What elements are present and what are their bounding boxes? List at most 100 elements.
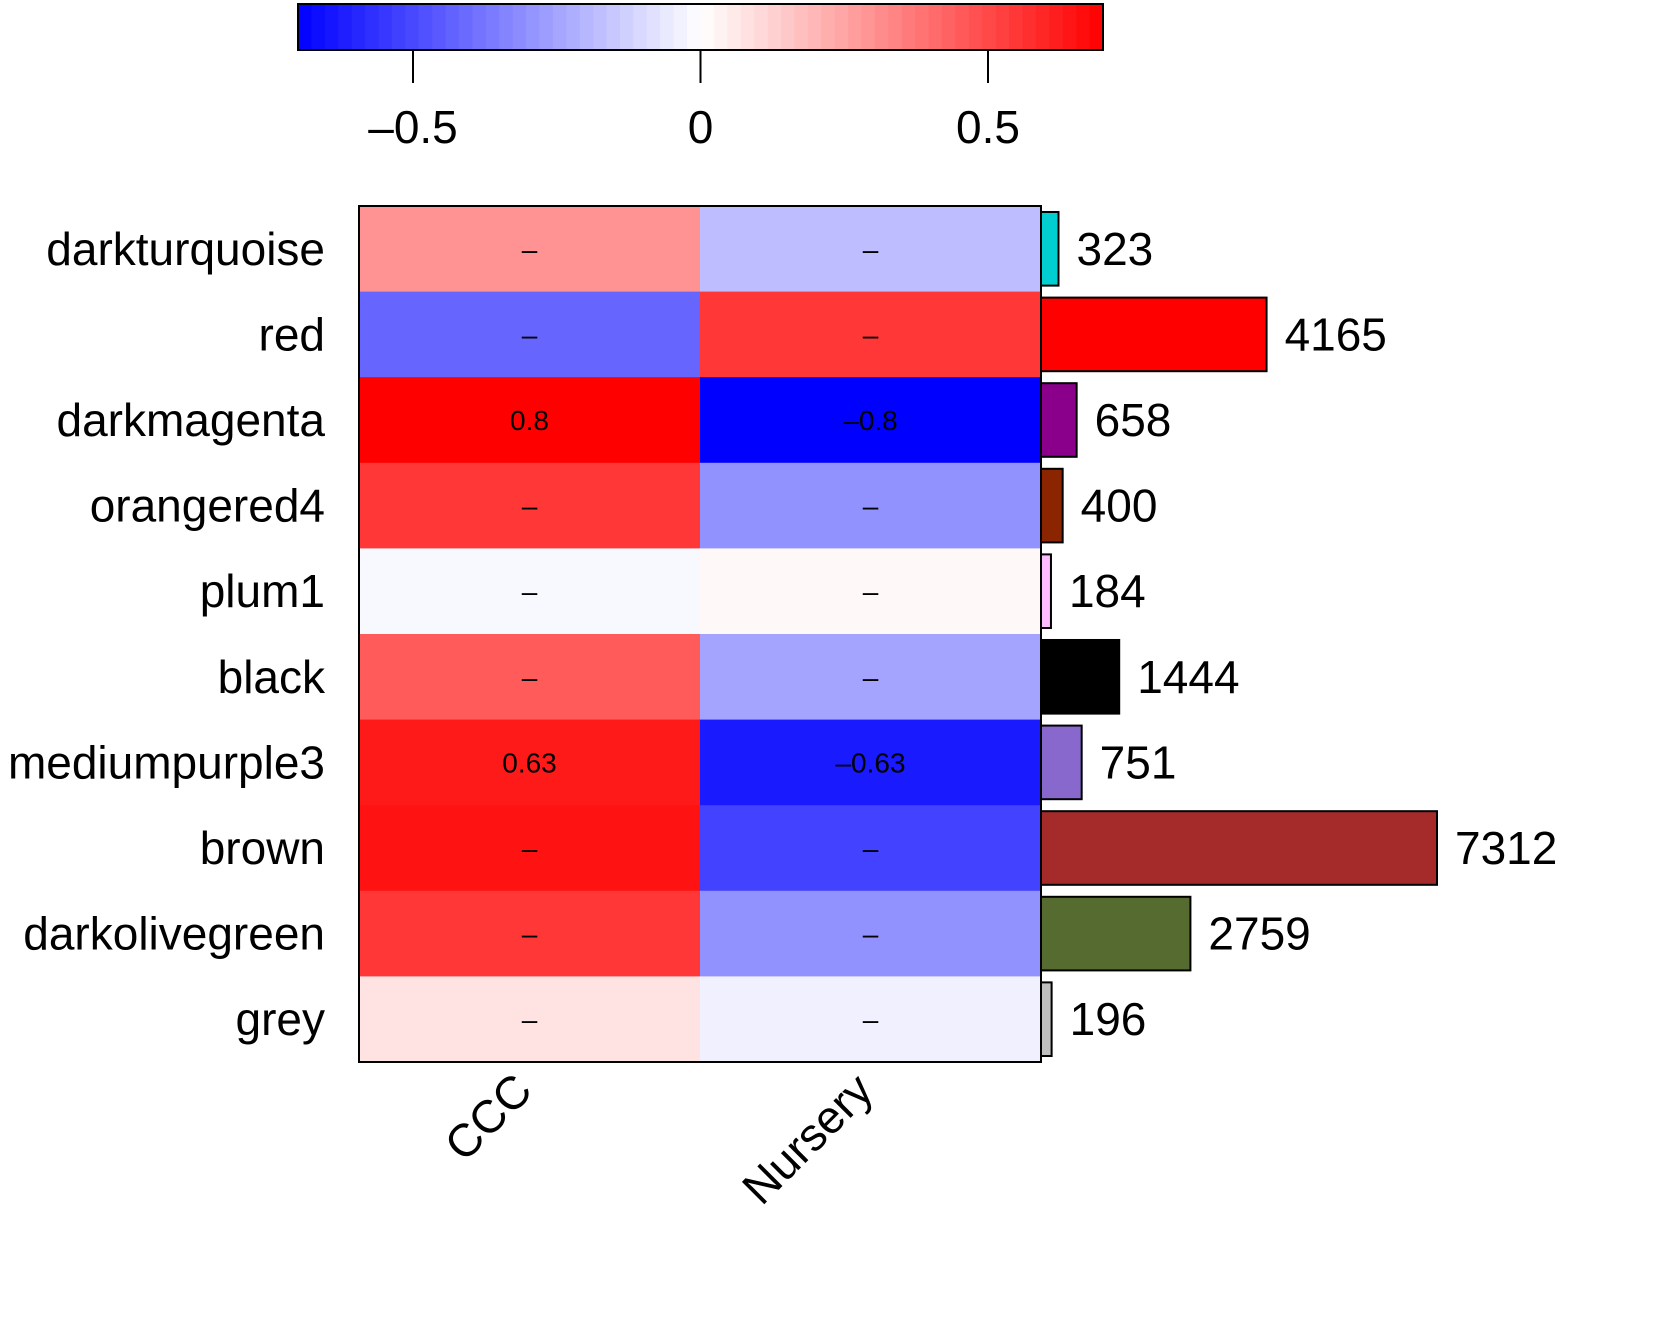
colorbar-segment (485, 4, 500, 50)
module-size-label: 7312 (1455, 822, 1557, 874)
module-size-bars: 323 4165 658 400 184 1444 751 7312 2759 196 (1040, 210, 1557, 1058)
module-size-bar (1040, 296, 1268, 373)
colorbar-ticks: –0.5 0 0.5 (368, 50, 1020, 153)
colorbar-segment (499, 4, 514, 50)
heatmap-cell (700, 719, 1042, 806)
colorbar-segment (740, 4, 755, 50)
colorbar-segment (298, 4, 313, 50)
row-label: black (218, 651, 326, 703)
colorbar-segment (955, 4, 970, 50)
heatmap-cell-label: – (522, 662, 538, 693)
heatmap-cell (359, 548, 701, 635)
module-size-label: 4165 (1285, 308, 1387, 360)
colorbar-segment (1089, 4, 1104, 50)
colorbar-segment (861, 4, 876, 50)
heatmap-cell (359, 634, 701, 721)
module-size-bar (1040, 810, 1438, 886)
module-size-bar (1040, 895, 1192, 972)
module-size-label: 184 (1069, 565, 1146, 617)
row-label: darkturquoise (46, 223, 325, 275)
colorbar-segment (472, 4, 487, 50)
module-size-bar (1040, 553, 1052, 630)
colorbar-segment (606, 4, 621, 50)
row-label: darkmagenta (57, 394, 326, 446)
colorbar-segment (1076, 4, 1091, 50)
heatmap-cell (359, 291, 701, 378)
heatmap-cell-label: – (863, 234, 879, 265)
heatmap-cell (700, 976, 1042, 1063)
colorbar-segment (338, 4, 353, 50)
heatmap-cell-label: – (863, 491, 879, 522)
colorbar-segment (1009, 4, 1024, 50)
heatmap-cell (359, 719, 701, 806)
colorbar-segment (311, 4, 326, 50)
colorbar-segment (526, 4, 541, 50)
heatmap-cell (700, 206, 1042, 293)
colorbar-segment (673, 4, 688, 50)
colorbar-segment (874, 4, 889, 50)
colorbar-segment (552, 4, 567, 50)
heatmap-cell-label: – (863, 662, 879, 693)
colorbar-segment (767, 4, 782, 50)
heatmap-cell-label: – (863, 833, 879, 864)
heatmap-cell (359, 462, 701, 549)
colorbar-segment (539, 4, 554, 50)
colorbar-segment (713, 4, 728, 50)
heatmap-cell-label: – (863, 319, 879, 350)
heatmap-cell-label: –0.8 (843, 405, 898, 436)
colorbar-segment (418, 4, 433, 50)
colorbar-segment (459, 4, 474, 50)
row-label: red (259, 308, 325, 360)
colorbar-segment (391, 4, 406, 50)
colorbar-segment (888, 4, 903, 50)
heatmap-cell-label: – (863, 919, 879, 950)
heatmap-border (358, 205, 1042, 1063)
colorbar-segment (942, 4, 957, 50)
colorbar-segment (445, 4, 460, 50)
heatmap-cell (359, 805, 701, 892)
colorbar-segment (378, 4, 393, 50)
colorbar-segment (700, 4, 715, 50)
heatmap-cell-label: – (522, 491, 538, 522)
colorbar-segment (566, 4, 581, 50)
row-label: darkolivegreen (23, 908, 325, 960)
heatmap-cell-label: – (863, 1004, 879, 1035)
heatmap-cell (700, 377, 1042, 464)
colorbar-segment (754, 4, 769, 50)
heatmap-cell-label: – (522, 833, 538, 864)
colorbar-segment (593, 4, 608, 50)
heatmap-cell-label: 0.8 (510, 405, 549, 436)
module-size-label: 323 (1076, 223, 1153, 275)
module-size-label: 2759 (1208, 908, 1310, 960)
colorbar-segment (365, 4, 380, 50)
colorbar-segment (848, 4, 863, 50)
column-label: Nursery (732, 1063, 883, 1214)
row-label: orangered4 (90, 480, 325, 532)
colorbar-segment (901, 4, 916, 50)
heatmap-cell-label: – (522, 319, 538, 350)
heatmap-cell (700, 291, 1042, 378)
colorbar-segment (794, 4, 809, 50)
heatmap-cell (700, 805, 1042, 892)
heatmap-cell-label: – (522, 1004, 538, 1035)
colorbar-segment (968, 4, 983, 50)
colorbar-segment (432, 4, 447, 50)
colorbar-segment (687, 4, 702, 50)
colorbar-segment (620, 4, 635, 50)
colorbar-tick-label: –0.5 (368, 101, 458, 153)
heatmap-cell (700, 634, 1042, 721)
heatmap-cell (700, 462, 1042, 549)
heatmap-cell-label: – (863, 576, 879, 607)
colorbar-segment (646, 4, 661, 50)
row-label: plum1 (200, 565, 325, 617)
module-size-bar (1040, 382, 1078, 458)
colorbar-segment (781, 4, 796, 50)
colorbar-segment (915, 4, 930, 50)
colorbar-segment (512, 4, 527, 50)
colorbar-segment (834, 4, 849, 50)
module-size-label: 658 (1095, 394, 1172, 446)
colorbar-segment (928, 4, 943, 50)
module-size-bar (1040, 467, 1064, 544)
module-size-label: 400 (1081, 480, 1158, 532)
module-size-label: 751 (1100, 736, 1177, 788)
